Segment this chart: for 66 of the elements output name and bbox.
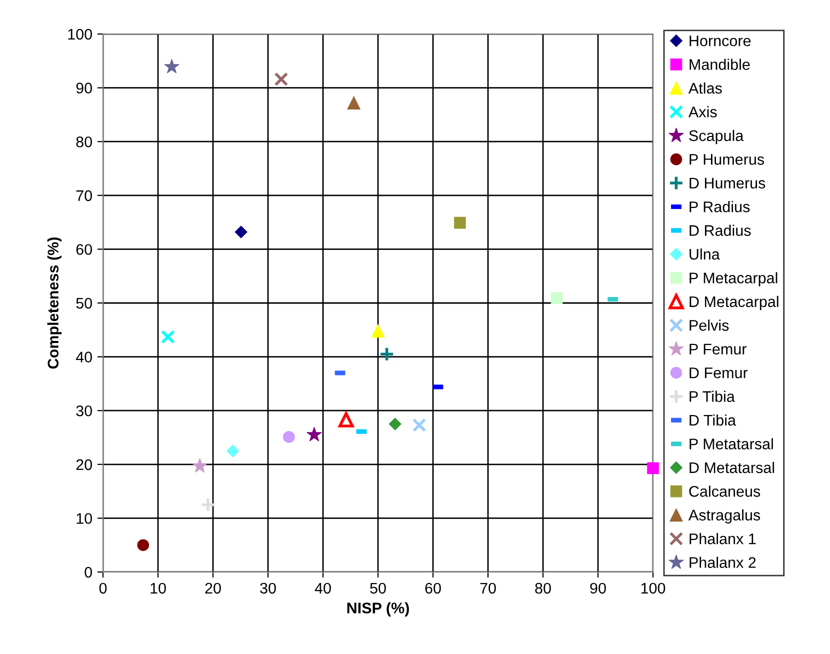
legend-label: Atlas bbox=[688, 82, 722, 94]
legend-label: D Metatarsal bbox=[690, 462, 774, 474]
y-tick-label: 100 bbox=[68, 28, 92, 40]
point bbox=[338, 412, 354, 428]
point bbox=[454, 216, 466, 229]
x-tick-label: 40 bbox=[314, 582, 331, 594]
legend-label: Phalanx 2 bbox=[690, 556, 756, 568]
point bbox=[234, 226, 248, 238]
point bbox=[137, 539, 150, 552]
legend-label: P Tibia bbox=[690, 390, 735, 402]
legend-label: D Tibia bbox=[690, 414, 736, 426]
x-tick-label: 30 bbox=[260, 582, 276, 594]
point bbox=[379, 346, 394, 362]
point bbox=[226, 444, 240, 458]
x-tick-label: 50 bbox=[370, 582, 386, 594]
point bbox=[371, 324, 385, 338]
y-tick-label: 80 bbox=[76, 136, 92, 148]
legend-label: D Humerus bbox=[690, 178, 766, 189]
y-tick-label: 70 bbox=[76, 190, 92, 202]
legend-label: Astragalus bbox=[688, 509, 760, 524]
x-tick-label: 80 bbox=[535, 582, 551, 594]
legend-label: D Metacarpal bbox=[690, 296, 778, 310]
y-tick-label: 40 bbox=[76, 352, 92, 362]
legend-label: Ulna bbox=[690, 248, 720, 260]
y-tick-label: 10 bbox=[76, 513, 92, 524]
legend-label: P Radius bbox=[690, 201, 750, 212]
y-tick-label: 90 bbox=[76, 82, 92, 94]
x-tick-label: 10 bbox=[150, 582, 166, 594]
point bbox=[200, 497, 216, 512]
y-tick-label: 50 bbox=[76, 298, 92, 309]
point bbox=[347, 96, 360, 110]
x-tick-label: 70 bbox=[480, 582, 496, 594]
legend-label: P Humerus bbox=[690, 154, 764, 165]
legend-label: P Metacarpal bbox=[690, 272, 778, 286]
point bbox=[160, 330, 175, 344]
legend-label: Mandible bbox=[690, 58, 750, 70]
point bbox=[164, 58, 180, 74]
legend-label: Phalanx 1 bbox=[690, 533, 756, 544]
point bbox=[412, 418, 426, 432]
point bbox=[388, 418, 402, 430]
x-tick-label: 20 bbox=[205, 582, 221, 594]
y-tick-label: 20 bbox=[76, 459, 92, 470]
point bbox=[647, 462, 659, 474]
legend-label: Scapula bbox=[689, 130, 744, 144]
legend-label: Calcaneus bbox=[689, 486, 760, 497]
legend-label: Axis bbox=[688, 106, 717, 118]
y-tick-label: 0 bbox=[84, 566, 92, 578]
y-tick-label: 60 bbox=[76, 244, 92, 255]
legend-label: Horncore bbox=[690, 36, 751, 46]
legend-label: P Metatarsal bbox=[690, 438, 773, 450]
x-tick-label: 100 bbox=[641, 582, 666, 594]
x-tick-label: 90 bbox=[590, 582, 606, 594]
legend-label: D Femur bbox=[690, 368, 748, 378]
y-axis-title: Completeness (%) bbox=[47, 238, 62, 369]
legend-label: D Radius bbox=[690, 224, 751, 236]
legend-label: Pelvis bbox=[690, 320, 729, 331]
x-tick-label: 0 bbox=[99, 582, 107, 594]
x-axis-title: NISP (%) bbox=[347, 602, 409, 616]
point bbox=[306, 426, 322, 442]
point bbox=[274, 72, 288, 86]
legend-label: P Femur bbox=[690, 344, 746, 355]
x-tick-label: 60 bbox=[425, 582, 441, 594]
point bbox=[282, 431, 295, 443]
point bbox=[550, 292, 563, 304]
y-tick-label: 30 bbox=[76, 405, 92, 416]
point bbox=[192, 458, 208, 473]
